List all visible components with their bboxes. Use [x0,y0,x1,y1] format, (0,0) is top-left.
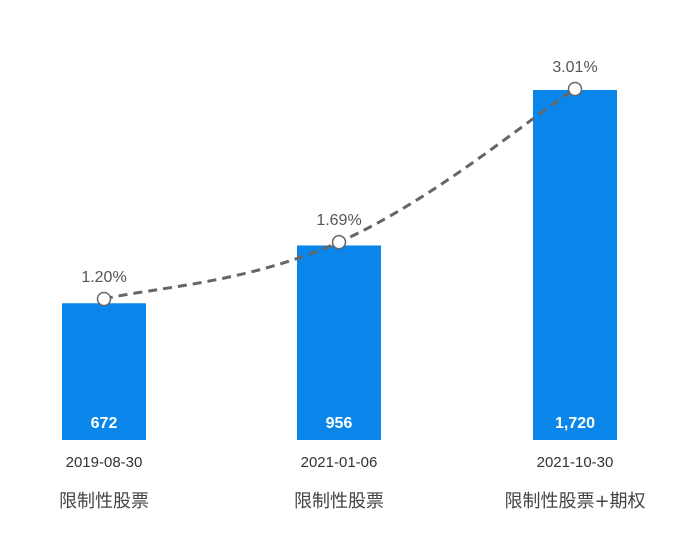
date-labels-group: 2019-08-30 2021-01-06 2021-10-30 [66,454,614,471]
pct-label-3: 3.01% [552,59,597,76]
pct-label-1: 1.20% [81,269,126,286]
bar-2 [297,245,381,440]
trend-point-2 [331,234,347,250]
pct-label-2: 1.69% [316,212,361,229]
pct-labels-group: 1.20% 1.69% 3.01% [81,59,597,286]
bar-labels-group: 672 956 1,720 [91,415,595,432]
bar-value-label-3: 1,720 [555,415,595,432]
bar-value-label-2: 956 [326,415,353,432]
trend-point-1 [96,291,112,307]
bars-group [62,90,617,440]
bar-value-label-1: 672 [91,415,118,432]
category-date-label-2: 2021-01-06 [301,454,378,471]
category-type-label-2: 限制性股票 [294,491,384,512]
category-date-label-3: 2021-10-30 [537,454,614,471]
category-date-label-1: 2019-08-30 [66,454,143,471]
bar-1 [62,303,146,440]
trend-points-group [96,81,583,307]
type-labels-group: 限制性股票 限制性股票 限制性股票+期权 [59,491,646,512]
category-type-label-3: 限制性股票+期权 [504,491,645,512]
category-type-label-1: 限制性股票 [59,491,149,512]
trend-point-3 [567,81,583,97]
bar-3 [533,90,617,440]
